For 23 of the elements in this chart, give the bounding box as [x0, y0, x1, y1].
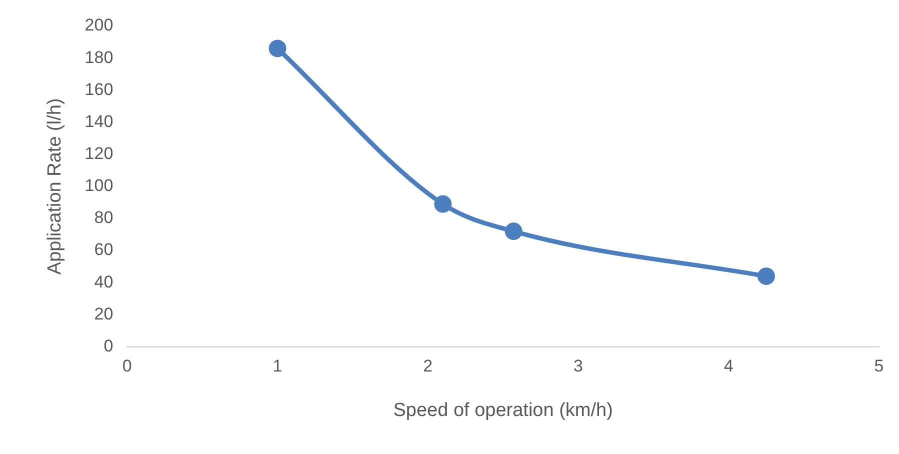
point — [757, 267, 775, 285]
x-tick-label: 3 — [574, 356, 583, 376]
x-axis-title: Speed of operation (km/h) — [393, 400, 613, 421]
y-tick-label: 60 — [94, 240, 114, 260]
y-tick-label: 140 — [84, 112, 114, 131]
y-tick-label: 200 — [84, 16, 114, 35]
x-tick-label: 0 — [122, 356, 132, 376]
y-tick-label: 40 — [94, 272, 114, 292]
y-tick-label: 0 — [104, 336, 114, 356]
y-tick-label: 120 — [84, 144, 114, 164]
y-tick-label: 100 — [84, 176, 114, 196]
x-tick-label: 4 — [724, 356, 734, 376]
y-tick-label: 160 — [84, 80, 114, 99]
y-tick-label: 80 — [94, 208, 114, 228]
x-tick-label: 5 — [874, 356, 884, 376]
point — [268, 40, 286, 58]
y-tick-label: 180 — [84, 48, 114, 67]
point — [434, 195, 452, 213]
x-tick-label: 1 — [272, 356, 282, 376]
y-tick-label: 20 — [94, 304, 114, 324]
x-tick-label: 2 — [423, 356, 433, 376]
y-axis-title: Application Rate (l/h) — [44, 98, 66, 275]
point — [504, 222, 522, 240]
